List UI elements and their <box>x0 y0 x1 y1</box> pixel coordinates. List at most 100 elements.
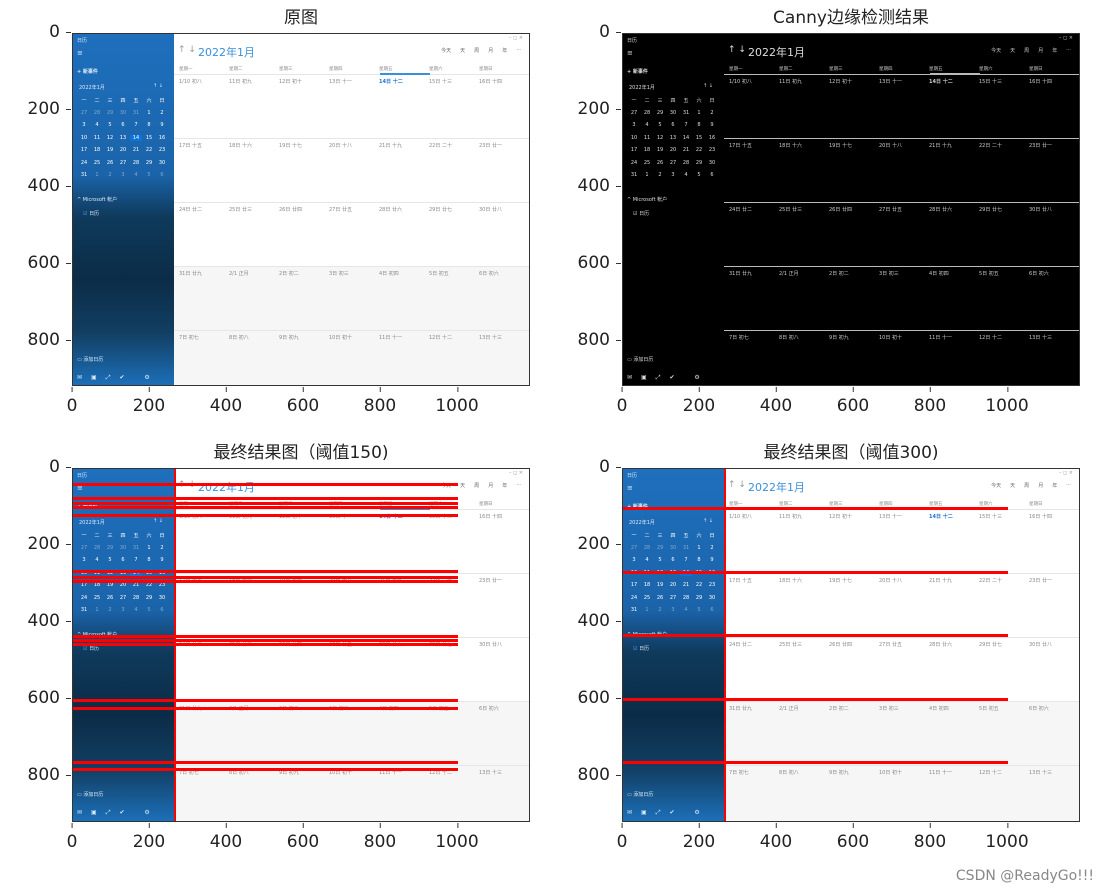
day-cell[interactable]: 28日 廿六 <box>379 638 429 702</box>
account-section[interactable]: ^ Microsoft 帐户 <box>627 197 668 203</box>
checkbox-icon[interactable]: ☑ <box>83 646 90 652</box>
mini-day[interactable]: 27 <box>119 159 127 166</box>
mini-day[interactable]: 3 <box>632 122 636 129</box>
mini-day[interactable]: 31 <box>630 172 638 179</box>
mini-day[interactable]: 4 <box>134 607 138 614</box>
mini-day[interactable]: 4 <box>95 557 99 564</box>
mini-day[interactable]: 27 <box>669 159 677 166</box>
day-cell[interactable]: 14日 十二 <box>379 79 403 85</box>
mini-day[interactable]: 14 <box>682 134 690 141</box>
mini-day[interactable]: 27 <box>80 109 88 116</box>
day-cell[interactable]: 1/10 初八 <box>179 510 229 574</box>
mini-day[interactable]: 16 <box>158 134 166 141</box>
day-cell[interactable]: 9日 初九 <box>829 335 849 341</box>
day-cell[interactable]: 28日 廿六 <box>379 207 402 213</box>
mini-day[interactable]: 27 <box>669 594 677 601</box>
window-controls[interactable]: – ◻ × <box>1058 470 1073 476</box>
mini-day[interactable]: 17 <box>630 147 638 154</box>
mini-day[interactable]: 21 <box>682 147 690 154</box>
day-cell[interactable]: 13日 十一 <box>879 514 902 520</box>
day-cell[interactable]: 29日 廿七 <box>429 638 479 702</box>
window-controls[interactable]: – ◻ × <box>508 470 523 476</box>
day-cell[interactable]: 12日 十二 <box>979 335 1002 341</box>
day-cell[interactable]: 3日 初三 <box>329 702 379 766</box>
mini-day[interactable]: 24 <box>80 159 88 166</box>
mini-day[interactable]: 6 <box>160 172 164 179</box>
mini-day[interactable]: 28 <box>682 594 690 601</box>
day-cell[interactable]: 3日 初三 <box>329 271 349 277</box>
day-cell[interactable]: 30日 廿八 <box>479 207 502 213</box>
mini-day[interactable]: 28 <box>132 159 140 166</box>
mini-day[interactable]: 30 <box>708 594 716 601</box>
mini-day[interactable]: 20 <box>119 147 127 154</box>
day-cell[interactable]: 23日 廿一 <box>1029 578 1052 584</box>
day-cell[interactable]: 17日 十五 <box>179 574 229 638</box>
toolbar-button[interactable]: 天 <box>460 48 466 54</box>
bottom-nav-icons[interactable]: ✉▣⤢✔ ⚙ <box>77 374 159 381</box>
mini-day[interactable]: 4 <box>684 172 688 179</box>
mini-day[interactable]: 29 <box>106 109 114 116</box>
mini-day[interactable]: 28 <box>93 544 101 551</box>
mini-day[interactable]: 15 <box>695 134 703 141</box>
mini-day[interactable]: 22 <box>145 147 153 154</box>
mini-day[interactable]: 30 <box>669 109 677 116</box>
mini-day[interactable]: 9 <box>710 557 714 564</box>
day-cell[interactable]: 8日 初八 <box>229 335 249 341</box>
mini-day[interactable]: 27 <box>630 544 638 551</box>
mini-day[interactable]: 2 <box>160 544 164 551</box>
mini-day[interactable]: 6 <box>121 122 125 129</box>
day-cell[interactable]: 5日 初五 <box>979 271 999 277</box>
bottom-nav-icons[interactable]: ✉▣⤢✔ ⚙ <box>627 374 709 381</box>
mini-day[interactable]: 17 <box>80 582 88 589</box>
mini-day[interactable]: 7 <box>684 122 688 129</box>
day-cell[interactable]: 13日 十三 <box>479 335 502 341</box>
toolbar-button[interactable]: 年 <box>1052 48 1058 54</box>
day-cell[interactable]: 10日 初十 <box>879 770 902 776</box>
mini-day[interactable]: 2 <box>710 109 714 116</box>
mini-day[interactable]: 12 <box>656 134 664 141</box>
day-cell[interactable]: 19日 十七 <box>829 578 852 584</box>
mini-day[interactable]: 29 <box>695 594 703 601</box>
mini-day[interactable]: 8 <box>147 557 151 564</box>
toolbar-button[interactable]: ··· <box>516 482 521 488</box>
mini-day[interactable]: 29 <box>145 159 153 166</box>
day-cell[interactable]: 11日 十一 <box>379 335 402 341</box>
mini-day[interactable]: 9 <box>160 122 164 129</box>
day-cell[interactable]: 13日 十一 <box>329 79 352 85</box>
day-cell[interactable]: 16日 十四 <box>479 79 502 85</box>
mini-day[interactable]: 6 <box>671 557 675 564</box>
mini-day[interactable]: 20 <box>669 147 677 154</box>
mini-day[interactable]: 2 <box>658 172 662 179</box>
day-cell[interactable]: 3日 初三 <box>879 706 899 712</box>
mini-day[interactable]: 28 <box>132 594 140 601</box>
day-cell[interactable]: 11日 十一 <box>929 770 952 776</box>
mini-day[interactable]: 6 <box>160 607 164 614</box>
mini-day[interactable]: 6 <box>710 172 714 179</box>
mini-day[interactable]: 10 <box>630 134 638 141</box>
mini-day[interactable]: 4 <box>645 557 649 564</box>
day-cell[interactable]: 17日 十五 <box>179 143 202 149</box>
day-cell[interactable]: 14日 十二 <box>379 510 429 574</box>
day-cell[interactable]: 8日 初八 <box>229 770 249 776</box>
mini-day[interactable]: 31 <box>682 109 690 116</box>
mini-day[interactable]: 1 <box>645 172 649 179</box>
mini-day[interactable]: 3 <box>121 607 125 614</box>
mini-day[interactable]: 18 <box>93 147 101 154</box>
toolbar-button[interactable]: ··· <box>516 47 521 53</box>
mini-day[interactable]: 31 <box>80 607 88 614</box>
day-cell[interactable]: 24日 廿二 <box>179 207 202 213</box>
day-cell[interactable]: 16日 十四 <box>1029 514 1052 520</box>
day-cell[interactable]: 2/1 正月 <box>229 271 249 277</box>
mini-day[interactable]: 23 <box>158 582 166 589</box>
day-cell[interactable]: 29日 廿七 <box>979 207 1002 213</box>
day-cell[interactable]: 25日 廿三 <box>779 207 802 213</box>
mini-day[interactable]: 12 <box>106 134 114 141</box>
mini-day[interactable]: 5 <box>697 607 701 614</box>
day-cell[interactable]: 11日 初九 <box>779 514 802 520</box>
day-cell[interactable]: 27日 廿五 <box>329 207 352 213</box>
mini-day[interactable]: 2 <box>658 607 662 614</box>
day-cell[interactable]: 11日 十一 <box>929 335 952 341</box>
day-cell[interactable]: 29日 廿七 <box>429 207 452 213</box>
hamburger-icon[interactable]: ≡ <box>627 484 633 492</box>
day-cell[interactable]: 7日 初七 <box>179 770 199 776</box>
